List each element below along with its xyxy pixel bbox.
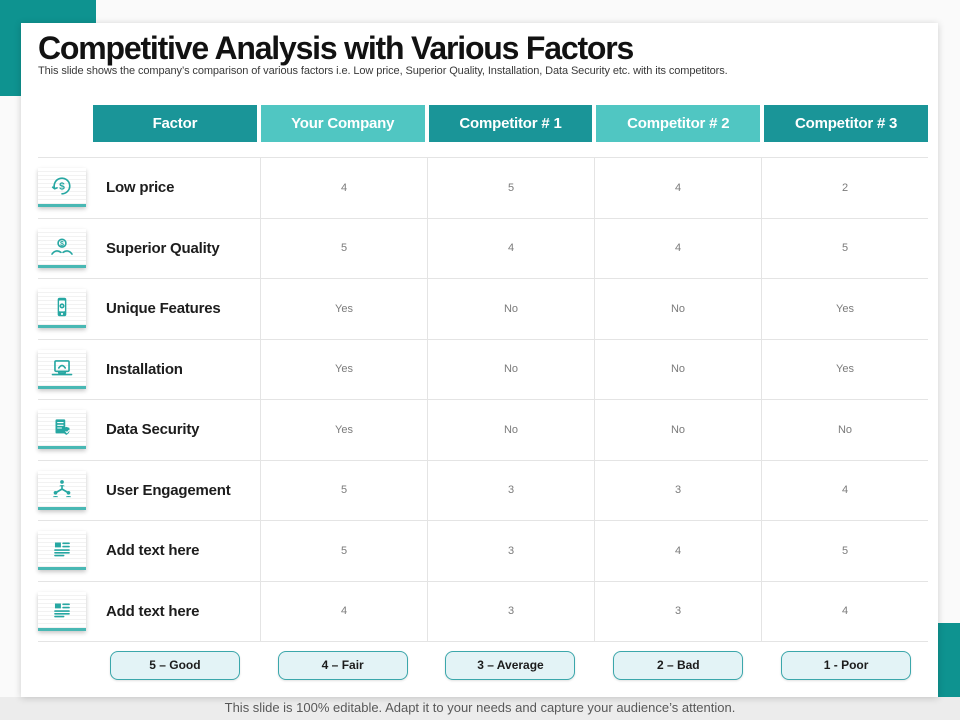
value-cell: 4 [761,460,928,520]
value-cell: No [594,339,761,399]
money-back-icon: $ [38,168,86,208]
column-header-competitor-3: Competitor # 3 [764,105,928,142]
value-cell: 5 [260,460,427,520]
column-header-competitor-1: Competitor # 1 [428,105,593,142]
page-title: Competitive Analysis with Various Factor… [38,30,634,66]
factor-label: Add text here [106,542,200,560]
footer-note: This slide is 100% editable. Adapt it to… [224,700,736,715]
laptop-icon [38,349,86,389]
table-row-add-text-1: Add text here 5 3 4 5 [38,520,928,581]
table-row-unique-features: Unique Features Yes No No Yes [38,278,928,339]
value-cell: 4 [594,158,761,218]
value-cell: 5 [427,158,594,218]
legend-pill-good: 5 – Good [109,650,240,680]
legend-pill-bad: 2 – Bad [613,650,744,680]
value-cell: Yes [260,400,427,460]
legend-pill-average: 3 – Average [445,650,576,680]
value-cell: 3 [594,581,761,641]
value-cell: No [761,400,928,460]
table-row-data-security: Data Security Yes No No No [38,399,928,460]
value-cell: 3 [427,521,594,581]
value-cell: No [594,279,761,339]
value-cell: Yes [260,279,427,339]
legend-pill-fair: 4 – Fair [277,650,408,680]
value-cell: 4 [260,581,427,641]
column-header-factor: Factor [93,105,257,142]
value-cell: Yes [761,339,928,399]
value-cell: 5 [260,218,427,278]
factor-label: Low price [106,179,175,197]
value-cell: 4 [594,521,761,581]
text-document-icon [38,591,86,631]
value-cell: No [594,400,761,460]
table-row-low-price: $ Low price 4 5 4 2 [38,157,928,218]
factor-label: Add text here [106,602,200,620]
page-subtitle: This slide shows the company’s compariso… [38,65,728,77]
table-header-row: Factor Your Company Competitor # 1 Compe… [93,105,928,142]
svg-text:$: $ [59,182,65,193]
value-cell: No [427,339,594,399]
table-row-superior-quality: $ Superior Quality 5 4 4 5 [38,217,928,278]
column-header-your-company: Your Company [260,105,425,142]
comparison-table: $ Low price 4 5 4 2 $ [38,157,928,642]
value-cell: 2 [761,158,928,218]
text-document-icon [38,531,86,571]
rating-legend: 5 – Good 4 – Fair 3 – Average 2 – Bad 1 … [93,650,928,680]
factor-label: Installation [106,360,183,378]
value-cell: No [427,400,594,460]
value-cell: 5 [761,218,928,278]
column-header-competitor-2: Competitor # 2 [596,105,761,142]
user-network-icon [38,470,86,510]
value-cell: 3 [427,460,594,520]
value-cell: 5 [761,521,928,581]
table-row-user-engagement: User Engagement 5 3 3 4 [38,459,928,520]
factor-label: Data Security [106,421,200,439]
value-cell: 4 [427,218,594,278]
table-row-add-text-2: Add text here 4 3 3 4 [38,580,928,642]
svg-text:$: $ [60,241,64,248]
value-cell: No [427,279,594,339]
factor-label: Unique Features [106,300,221,318]
slide-card: Competitive Analysis with Various Factor… [21,23,938,697]
document-shield-icon [38,410,86,450]
value-cell: 3 [594,460,761,520]
factor-label: Superior Quality [106,239,220,257]
value-cell: Yes [761,279,928,339]
table-row-installation: Installation Yes No No Yes [38,338,928,399]
quality-hands-icon: $ [38,228,86,268]
value-cell: 4 [594,218,761,278]
legend-pill-poor: 1 - Poor [781,650,912,680]
factor-label: User Engagement [106,481,231,499]
value-cell: 5 [260,521,427,581]
bottom-gray-strip [0,697,960,720]
smartphone-icon [38,289,86,329]
value-cell: 4 [260,158,427,218]
value-cell: Yes [260,339,427,399]
value-cell: 4 [761,581,928,641]
value-cell: 3 [427,581,594,641]
